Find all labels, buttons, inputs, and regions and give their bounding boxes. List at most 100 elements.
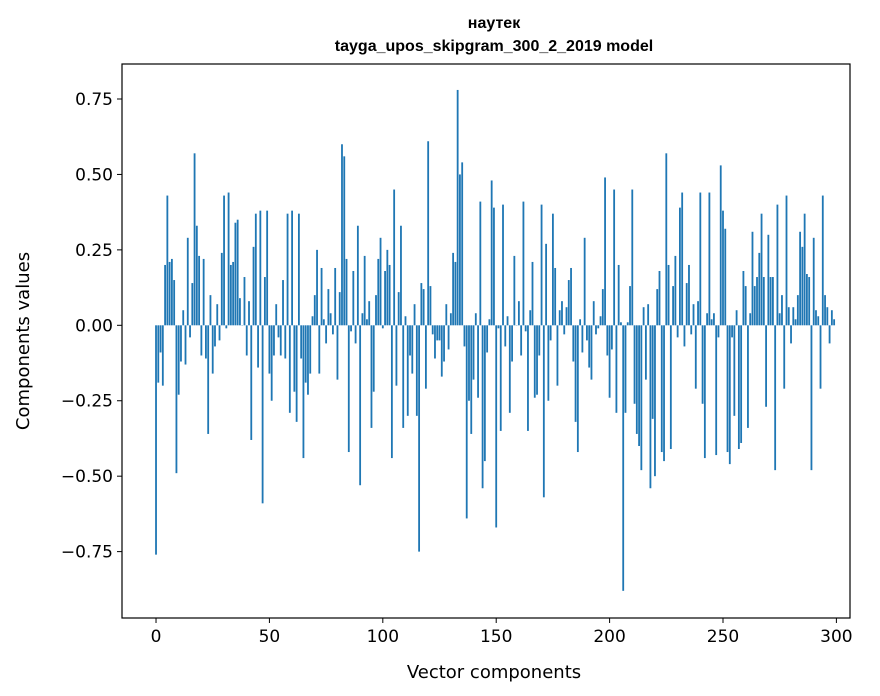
- bar-component-3: [161, 325, 164, 386]
- bar-component-264: [753, 286, 756, 326]
- bar-component-108: [400, 225, 402, 326]
- bar-component-208: [626, 322, 629, 326]
- bar-component-6: [168, 261, 171, 326]
- bar-component-0: [155, 325, 157, 555]
- bar-component-11: [180, 325, 182, 362]
- bar-component-35: [234, 222, 237, 326]
- bar-component-90: [359, 325, 362, 486]
- bar-component-244: [708, 192, 711, 326]
- bar-component-86: [350, 325, 352, 332]
- bar-component-241: [701, 325, 704, 404]
- bar-component-19: [198, 255, 201, 326]
- bar-component-31: [225, 325, 228, 329]
- bar-component-286: [803, 213, 806, 326]
- bar-component-80: [336, 325, 339, 380]
- bar-component-59: [288, 325, 291, 413]
- bar-component-48: [263, 277, 266, 326]
- bar-component-50: [268, 325, 271, 374]
- x-tick-label: 50: [259, 627, 281, 647]
- bar-component-17: [193, 153, 196, 326]
- x-tick-label: 250: [707, 627, 739, 647]
- y-tick-label: −0.25: [61, 392, 113, 412]
- bar-component-237: [692, 304, 695, 326]
- bar-component-4: [164, 264, 166, 326]
- bar-component-157: [511, 325, 513, 362]
- bar-component-134: [459, 174, 461, 326]
- bar-component-120: [427, 141, 430, 326]
- bar-component-61: [293, 325, 296, 392]
- bar-component-178: [558, 310, 561, 326]
- bar-component-94: [368, 301, 371, 326]
- bar-component-96: [372, 325, 375, 392]
- bar-component-32: [227, 192, 230, 326]
- bar-component-170: [540, 204, 543, 326]
- bar-component-236: [690, 325, 693, 335]
- bar-component-114: [413, 304, 416, 326]
- bar-component-252: [726, 325, 729, 453]
- bar-component-12: [182, 310, 185, 326]
- bar-component-139: [470, 325, 473, 434]
- bar-component-200: [608, 325, 611, 398]
- bar-component-190: [586, 325, 588, 341]
- bar-component-218: [649, 325, 652, 489]
- bar-component-180: [563, 325, 566, 335]
- bar-component-91: [361, 313, 364, 326]
- bar-component-169: [538, 325, 541, 356]
- bar-component-281: [792, 307, 795, 326]
- bar-component-128: [445, 304, 448, 326]
- bar-component-100: [381, 325, 384, 329]
- bar-component-103: [388, 264, 391, 326]
- bar-component-246: [713, 313, 715, 326]
- bar-component-7: [170, 258, 173, 326]
- bar-component-53: [275, 304, 278, 326]
- bar-component-54: [277, 325, 280, 338]
- bar-component-292: [817, 316, 820, 326]
- bar-component-254: [731, 325, 733, 338]
- bar-component-41: [248, 301, 250, 326]
- bar-component-255: [733, 325, 736, 416]
- bar-component-211: [633, 325, 636, 404]
- bar-component-33: [229, 264, 232, 326]
- bar-component-194: [595, 325, 597, 335]
- bar-component-98: [377, 258, 380, 326]
- bar-component-221: [656, 289, 659, 326]
- bar-component-167: [533, 325, 536, 398]
- bar-component-260: [744, 286, 747, 326]
- bar-component-60: [291, 210, 294, 326]
- bar-component-106: [395, 325, 398, 386]
- bar-component-116: [418, 325, 421, 552]
- bar-component-46: [259, 210, 262, 326]
- bar-component-156: [508, 325, 511, 413]
- bar-component-133: [456, 89, 459, 326]
- bar-component-191: [588, 325, 591, 368]
- bar-component-272: [771, 277, 774, 326]
- bar-component-1: [157, 325, 160, 383]
- bar-component-66: [304, 325, 307, 383]
- bar-component-195: [597, 325, 600, 329]
- bar-component-29: [220, 252, 223, 326]
- bar-component-258: [740, 325, 743, 443]
- bar-component-233: [683, 325, 686, 347]
- bar-component-230: [676, 325, 679, 338]
- bar-component-76: [327, 289, 330, 326]
- bar-component-181: [565, 307, 568, 326]
- bar-component-44: [254, 213, 257, 326]
- bar-component-95: [370, 325, 373, 428]
- chart-title-model: tayga_upos_skipgram_300_2_2019 model: [335, 38, 653, 55]
- bar-component-294: [821, 195, 824, 326]
- bar-component-217: [647, 304, 650, 326]
- bar-component-215: [642, 307, 645, 326]
- bar-component-189: [583, 237, 586, 326]
- bar-component-174: [549, 325, 552, 341]
- bar-component-14: [186, 237, 189, 326]
- bar-component-267: [760, 213, 763, 326]
- bar-component-250: [722, 210, 724, 326]
- bar-component-71: [316, 249, 318, 326]
- bar-component-280: [790, 325, 792, 344]
- bar-component-222: [658, 270, 661, 326]
- bar-component-162: [522, 201, 525, 326]
- bar-component-130: [449, 313, 452, 326]
- bar-component-111: [406, 325, 409, 416]
- bar-component-289: [810, 325, 813, 471]
- bar-component-243: [706, 313, 709, 326]
